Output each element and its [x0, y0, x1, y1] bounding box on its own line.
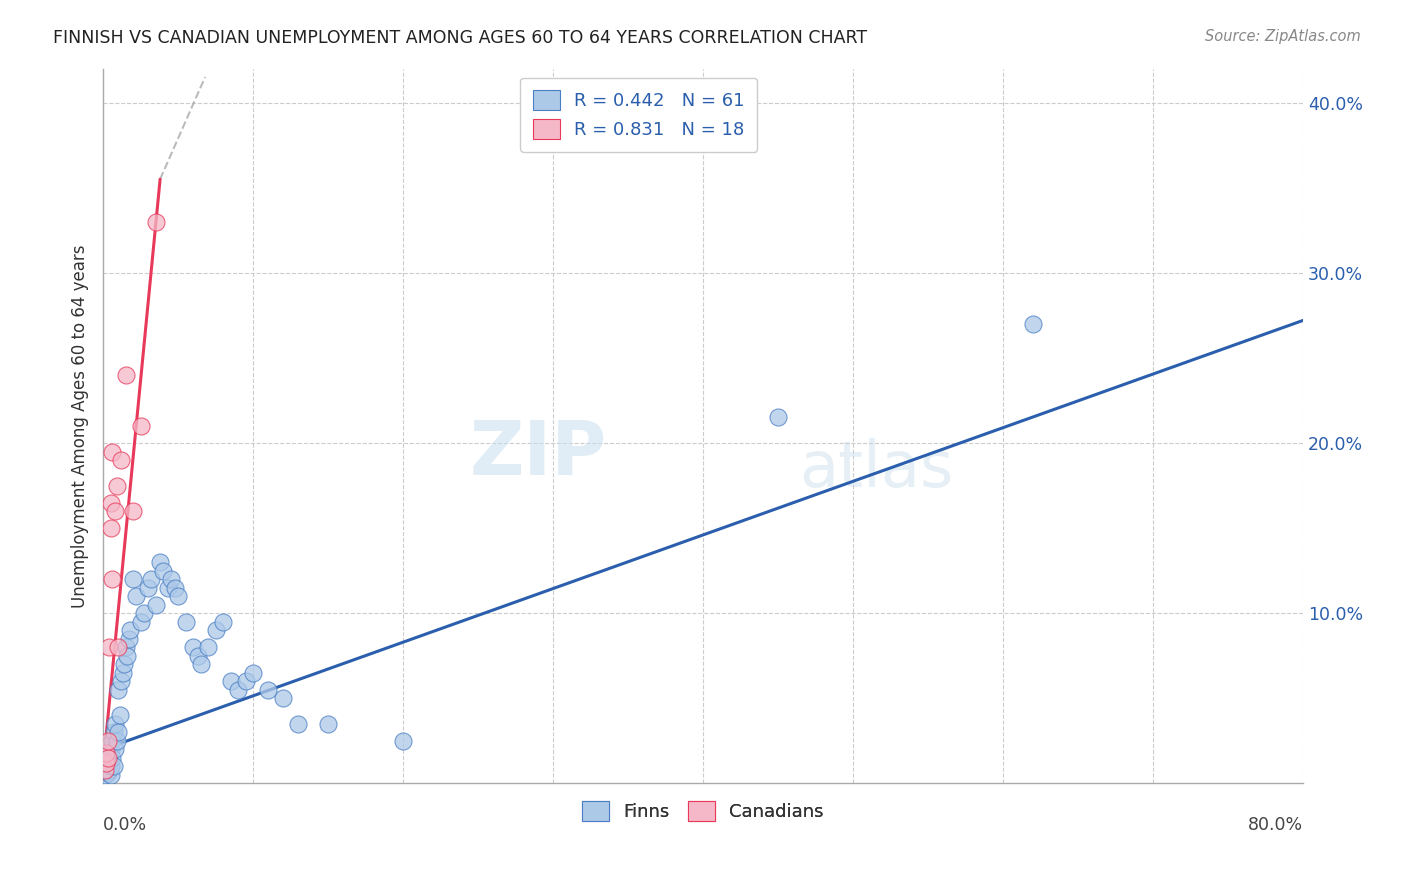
Point	[149, 555, 172, 569]
Point	[98, 640, 121, 655]
Text: atlas: atlas	[799, 438, 953, 500]
Point	[108, 708, 131, 723]
Point	[94, 759, 117, 773]
Point	[110, 453, 132, 467]
Point	[167, 589, 190, 603]
Point	[271, 691, 294, 706]
Point	[93, 763, 115, 777]
Point	[107, 725, 129, 739]
Point	[132, 607, 155, 621]
Point	[1022, 317, 1045, 331]
Point	[110, 674, 132, 689]
Point	[187, 648, 209, 663]
Point	[129, 615, 152, 629]
Point	[93, 768, 115, 782]
Point	[94, 746, 117, 760]
Point	[190, 657, 212, 672]
Point	[93, 763, 115, 777]
Text: 0.0%: 0.0%	[103, 815, 148, 834]
Point	[97, 751, 120, 765]
Point	[100, 495, 122, 509]
Point	[125, 589, 148, 603]
Point	[100, 759, 122, 773]
Point	[114, 640, 136, 655]
Point	[97, 766, 120, 780]
Point	[219, 674, 242, 689]
Point	[94, 756, 117, 770]
Point	[97, 734, 120, 748]
Point	[117, 632, 139, 646]
Point	[152, 564, 174, 578]
Point	[145, 598, 167, 612]
Point	[100, 768, 122, 782]
Point	[766, 410, 789, 425]
Text: FINNISH VS CANADIAN UNEMPLOYMENT AMONG AGES 60 TO 64 YEARS CORRELATION CHART: FINNISH VS CANADIAN UNEMPLOYMENT AMONG A…	[53, 29, 868, 46]
Point	[101, 734, 124, 748]
Point	[174, 615, 197, 629]
Point	[129, 419, 152, 434]
Point	[112, 657, 135, 672]
Point	[204, 624, 226, 638]
Point	[145, 215, 167, 229]
Point	[105, 734, 128, 748]
Point	[104, 742, 127, 756]
Legend: Finns, Canadians: Finns, Canadians	[575, 794, 831, 828]
Point	[105, 478, 128, 492]
Point	[235, 674, 257, 689]
Point	[97, 746, 120, 760]
Point	[103, 725, 125, 739]
Point	[242, 665, 264, 680]
Point	[107, 682, 129, 697]
Point	[120, 624, 142, 638]
Point	[115, 648, 138, 663]
Point	[100, 521, 122, 535]
Point	[97, 756, 120, 770]
Text: ZIP: ZIP	[470, 418, 607, 491]
Point	[316, 717, 339, 731]
Point	[104, 504, 127, 518]
Point	[156, 581, 179, 595]
Point	[139, 572, 162, 586]
Point	[98, 751, 121, 765]
Point	[122, 572, 145, 586]
Y-axis label: Unemployment Among Ages 60 to 64 years: Unemployment Among Ages 60 to 64 years	[72, 244, 89, 607]
Point	[287, 717, 309, 731]
Point	[101, 444, 124, 458]
Point	[212, 615, 235, 629]
Point	[103, 759, 125, 773]
Point	[114, 368, 136, 382]
Point	[159, 572, 181, 586]
Point	[98, 739, 121, 753]
Point	[181, 640, 204, 655]
Point	[122, 504, 145, 518]
Point	[94, 751, 117, 765]
Point	[257, 682, 280, 697]
Point	[104, 717, 127, 731]
Point	[392, 734, 415, 748]
Point	[165, 581, 187, 595]
Point	[197, 640, 219, 655]
Text: Source: ZipAtlas.com: Source: ZipAtlas.com	[1205, 29, 1361, 44]
Point	[98, 763, 121, 777]
Point	[100, 742, 122, 756]
Point	[111, 665, 134, 680]
Point	[101, 751, 124, 765]
Text: 80.0%: 80.0%	[1247, 815, 1303, 834]
Point	[136, 581, 159, 595]
Point	[107, 640, 129, 655]
Point	[101, 572, 124, 586]
Point	[226, 682, 249, 697]
